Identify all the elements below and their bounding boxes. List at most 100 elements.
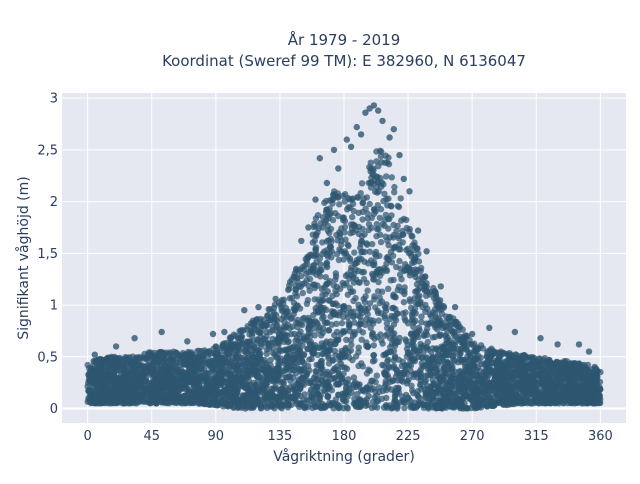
scatter-point	[383, 301, 389, 307]
scatter-point	[366, 221, 372, 227]
scatter-point	[381, 223, 387, 229]
scatter-point	[312, 296, 318, 302]
scatter-point	[361, 195, 367, 201]
scatter-point	[296, 283, 302, 289]
scatter-point	[276, 402, 282, 408]
scatter-point	[387, 349, 393, 355]
scatter-point	[321, 248, 327, 254]
scatter-point	[379, 289, 385, 295]
scatter-point	[392, 354, 398, 360]
scatter-point	[238, 336, 244, 342]
scatter-point	[352, 261, 358, 267]
scatter-point	[361, 259, 367, 265]
scatter-point	[360, 363, 366, 369]
scatter-point	[412, 266, 418, 272]
scatter-point	[360, 329, 366, 335]
scatter-point	[420, 343, 426, 349]
scatter-point	[239, 403, 245, 409]
scatter-point	[467, 352, 473, 358]
scatter-point	[193, 395, 199, 401]
scatter-point	[432, 317, 438, 323]
scatter-point	[457, 324, 463, 330]
scatter-point	[284, 364, 290, 370]
scatter-point	[106, 367, 112, 373]
scatter-point	[359, 239, 365, 245]
scatter-point	[447, 322, 453, 328]
scatter-point	[294, 293, 300, 299]
scatter-point	[304, 301, 310, 307]
scatter-point	[286, 286, 292, 292]
scatter-point	[345, 292, 351, 298]
scatter-point	[296, 359, 302, 365]
scatter-point	[422, 390, 428, 396]
scatter-point	[361, 269, 367, 275]
scatter-point	[495, 356, 501, 362]
scatter-point	[201, 365, 207, 371]
scatter-point	[523, 374, 529, 380]
scatter-point	[314, 383, 320, 389]
scatter-point	[400, 231, 406, 237]
scatter-point	[159, 355, 165, 361]
scatter-point	[249, 332, 255, 338]
scatter-point	[313, 404, 319, 410]
scatter-point	[515, 400, 521, 406]
scatter-point	[352, 267, 358, 273]
scatter-point	[382, 234, 388, 240]
scatter-point	[273, 394, 279, 400]
scatter-point	[315, 267, 321, 273]
scatter-point	[324, 394, 330, 400]
scatter-point	[347, 230, 353, 236]
scatter-point	[335, 213, 341, 219]
scatter-point	[389, 174, 395, 180]
scatter-point	[412, 274, 418, 280]
scatter-point	[408, 233, 414, 239]
scatter-point	[308, 356, 314, 362]
scatter-point	[267, 317, 273, 323]
scatter-point	[273, 312, 279, 318]
scatter-point	[324, 369, 330, 375]
scatter-point	[377, 331, 383, 337]
scatter-point	[319, 292, 325, 298]
scatter-point	[385, 372, 391, 378]
scatter-point	[597, 393, 603, 399]
scatter-point	[350, 314, 356, 320]
scatter-point	[438, 344, 444, 350]
scatter-point	[216, 378, 222, 384]
scatter-point	[430, 364, 436, 370]
scatter-point	[342, 191, 348, 197]
scatter-point	[456, 374, 462, 380]
scatter-point	[315, 309, 321, 315]
scatter-point	[571, 383, 577, 389]
scatter-point	[307, 389, 313, 395]
scatter-point	[301, 382, 307, 388]
scatter-point	[285, 338, 291, 344]
scatter-point	[243, 392, 249, 398]
scatter-point	[245, 373, 251, 379]
scatter-point	[427, 289, 433, 295]
scatter-point	[356, 345, 362, 351]
scatter-point	[411, 333, 417, 339]
scatter-point	[441, 403, 447, 409]
scatter-point	[383, 261, 389, 267]
scatter-point	[394, 405, 400, 411]
scatter-point	[327, 402, 333, 408]
scatter-point	[143, 376, 149, 382]
scatter-point	[559, 362, 565, 368]
scatter-point	[387, 335, 393, 341]
scatter-point	[383, 402, 389, 408]
scatter-point	[429, 383, 435, 389]
scatter-point	[373, 379, 379, 385]
scatter-point	[244, 326, 250, 332]
scatter-point	[233, 391, 239, 397]
scatter-point	[370, 262, 376, 268]
scatter-point	[557, 367, 563, 373]
scatter-point	[401, 405, 407, 411]
scatter-point	[405, 342, 411, 348]
scatter-point	[300, 290, 306, 296]
scatter-point	[263, 377, 269, 383]
scatter-point	[392, 392, 398, 398]
scatter-point	[386, 216, 392, 222]
scatter-point	[423, 355, 429, 361]
scatter-point	[336, 312, 342, 318]
